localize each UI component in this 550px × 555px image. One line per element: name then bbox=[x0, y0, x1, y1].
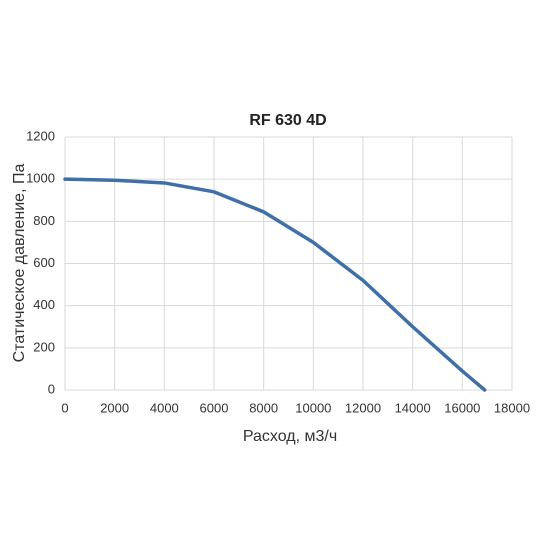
y-tick-label: 1200 bbox=[26, 128, 55, 143]
data-line bbox=[63, 177, 487, 392]
y-tick-label: 400 bbox=[33, 297, 55, 312]
x-tick-label: 8000 bbox=[249, 400, 278, 415]
y-axis-label: Статическое давление, Па bbox=[11, 164, 28, 363]
x-axis-label: Расход, м3/ч bbox=[243, 428, 337, 445]
y-tick-label: 1000 bbox=[26, 171, 55, 186]
x-tick-label: 18000 bbox=[494, 400, 530, 415]
x-tick-label: 12000 bbox=[345, 400, 381, 415]
x-tick-label: 4000 bbox=[150, 400, 179, 415]
y-tick-label: 200 bbox=[33, 339, 55, 354]
y-tick-label: 800 bbox=[33, 213, 55, 228]
x-tick-label: 10000 bbox=[295, 400, 331, 415]
chart-title: RF 630 4D bbox=[249, 112, 326, 129]
x-tick-label: 2000 bbox=[100, 400, 129, 415]
x-tick-label: 14000 bbox=[395, 400, 431, 415]
y-tick-label: 600 bbox=[33, 255, 55, 270]
x-tick-label: 6000 bbox=[200, 400, 229, 415]
x-tick-label: 0 bbox=[61, 400, 68, 415]
x-tick-label: 16000 bbox=[444, 400, 480, 415]
y-tick-label: 0 bbox=[48, 381, 55, 396]
